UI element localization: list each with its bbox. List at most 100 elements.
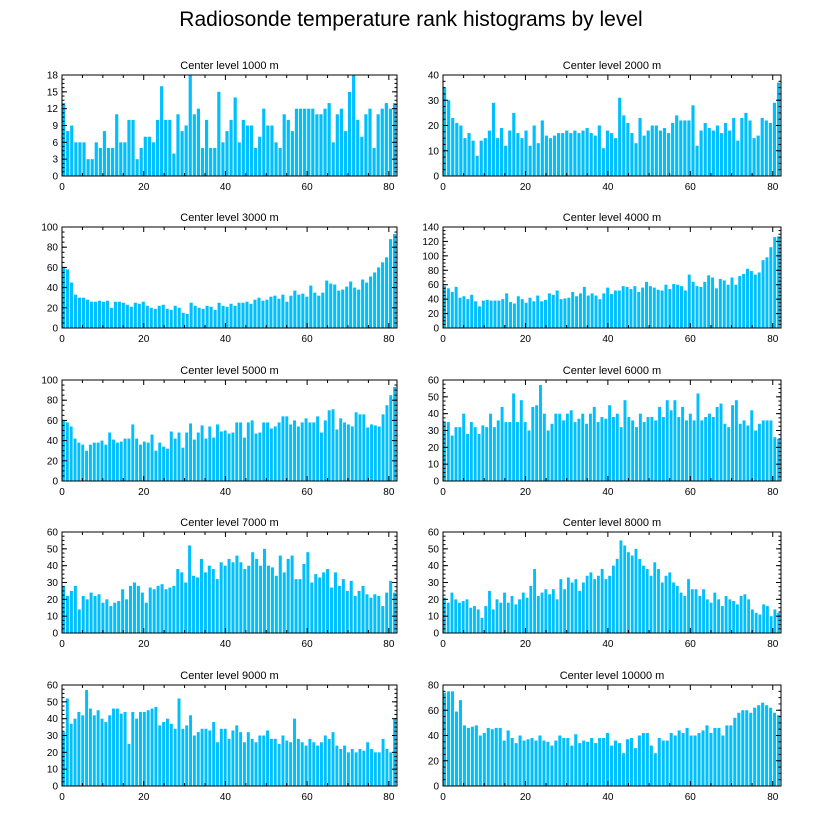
y-tick-label: 50 [47,544,59,555]
histogram-bar [532,301,536,328]
histogram-bar [724,595,728,633]
histogram-bar [612,565,615,633]
y-tick-label: 20 [428,121,440,132]
histogram-bar [461,601,465,633]
histogram-bar [601,148,605,176]
histogram-bar [146,442,150,481]
histogram-bar [715,406,719,481]
histogram-bar [625,739,629,786]
histogram-bar [341,289,345,328]
histogram-bar [476,609,480,633]
histogram-bar [645,281,649,328]
histogram-bar [627,417,631,481]
histogram-bar [612,417,615,481]
histogram-bar [154,450,158,481]
y-tick-label: 10 [47,612,59,623]
histogram-bar [707,275,711,328]
histogram-bar [531,406,535,481]
y-tick-label: 0 [52,324,58,335]
histogram-bar [505,293,509,328]
histogram-bar [664,284,668,328]
histogram-bar [536,295,540,328]
histogram-bar [650,125,654,176]
histogram-bar [565,130,569,176]
histogram-bar [215,579,219,633]
histogram-bar [765,420,769,481]
histogram-bar [113,301,117,328]
histogram-bar [176,569,180,633]
histogram-bar [450,691,455,786]
chart-panel-10: Center level 10000 m 0 20 40 60 80 0 20 40 60 80 [428,670,782,803]
histogram-bar [249,125,254,176]
histogram-bar [353,287,357,328]
histogram-bar [769,616,773,633]
y-tick-label: 0 [433,172,439,183]
histogram-bar [385,257,389,328]
histogram-bar [316,416,320,481]
histogram-bar [653,753,657,786]
histogram-bar [569,410,573,481]
histogram-bar [289,295,293,328]
histogram-bar [597,125,601,176]
histogram-bar [294,579,298,633]
histogram-bar [104,444,108,481]
histogram-bar [277,743,281,786]
histogram-bar [356,119,360,176]
histogram-bar [699,130,703,176]
histogram-bar [606,287,610,328]
histogram-bar [621,753,626,786]
histogram-bar [687,579,690,633]
y-tick-label: 40 [47,561,59,572]
histogram-bar [85,450,89,481]
histogram-bar [370,748,373,786]
histogram-bar [384,103,388,176]
histogram-bar [109,307,113,328]
y-tick-label: 40 [428,561,440,572]
histogram-bar [668,572,672,633]
histogram-bar [346,424,350,481]
histogram-bar [635,427,638,481]
histogram-bar [677,730,681,786]
y-tick-label: 0 [52,782,58,793]
histogram-bar [474,725,478,786]
histogram-bar [544,589,548,633]
y-tick-label: 60 [47,416,59,427]
histogram-bar [169,309,173,328]
histogram-bar [473,606,476,633]
histogram-bar [532,125,536,176]
histogram-bar [539,385,542,481]
histogram-bar [447,100,451,176]
panel-title: Center level 4000 m [563,212,661,224]
histogram-bar [615,413,619,481]
histogram-bar [389,395,393,481]
histogram-bar [108,432,112,481]
histogram-bar [743,594,747,633]
histogram-bar [530,738,534,786]
histogram-bar [369,597,373,633]
histogram-bar [516,133,520,176]
histogram-bar [249,303,253,328]
histogram-bar [618,97,622,176]
histogram-bar [606,732,610,786]
histogram-bar [692,420,696,481]
histogram-bar [730,277,734,328]
histogram-bar [258,735,262,786]
y-tick-label: 50 [47,697,59,708]
histogram-bar [621,286,625,328]
histogram-bar [172,585,176,633]
histogram-bar [119,142,123,176]
histogram-bar [773,609,777,633]
histogram-bar [146,710,150,786]
histogram-bar [209,306,213,328]
x-tick-label: 60 [685,792,697,803]
histogram-bar [259,565,263,633]
histogram-bar [518,735,522,786]
histogram-bar [123,438,127,481]
y-tick-label: 20 [428,443,440,454]
histogram-bar [225,306,229,328]
histogram-bar [298,579,302,633]
histogram-bar [152,589,156,633]
histogram-bar [262,735,266,786]
histogram-bar [728,130,732,176]
histogram-bar [666,133,671,176]
